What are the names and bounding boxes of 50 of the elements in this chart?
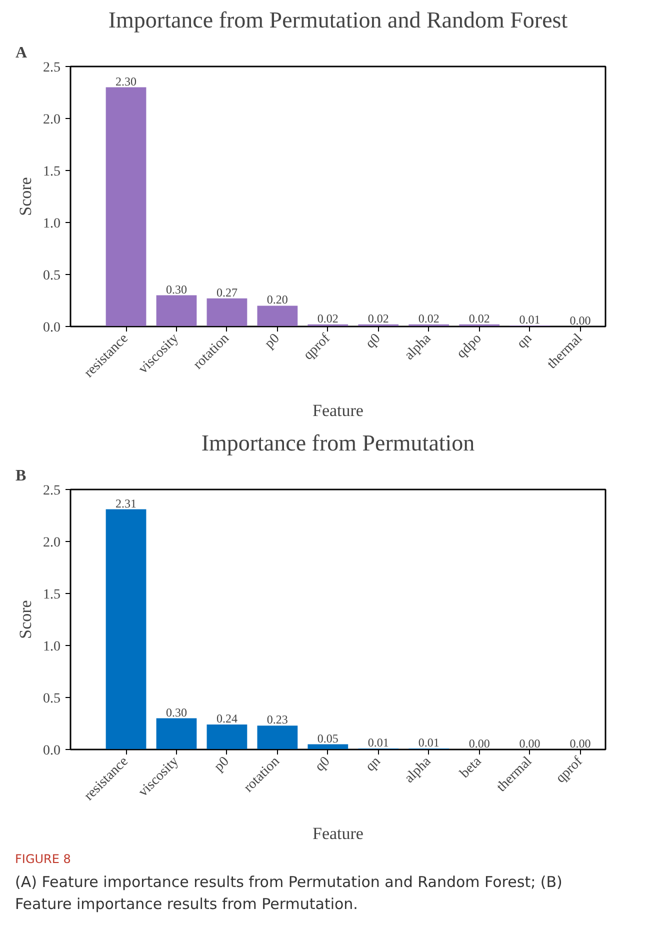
data-label: 0.02	[418, 311, 440, 326]
text: (A) Feature importance results from Permutation and Random Forest; (B) Feature importance results from Permutation.	[15, 872, 564, 915]
text: B	[16, 468, 26, 484]
x-tick-label: p0	[262, 331, 283, 352]
data-label: 0.23	[266, 712, 288, 727]
x-tick-label: qdpo	[454, 331, 485, 362]
data-label: 0.01	[368, 735, 389, 750]
y-tick-label: 0.0	[43, 320, 60, 336]
y-tick-label: 1.5	[43, 588, 60, 602]
data-label: 0.24	[216, 712, 238, 726]
data-label: 0.02	[317, 311, 338, 326]
x-tick-label: beta	[458, 754, 486, 782]
y-tick-label: 1.0	[43, 640, 60, 654]
data-label: 2.30	[116, 74, 137, 88]
x-tick-label: p0	[212, 754, 232, 775]
x-tick-label: q0	[312, 754, 334, 775]
data-label: 0.00	[570, 314, 591, 328]
y-tick-label: 2.5	[43, 484, 60, 498]
data-label: 0.30	[166, 705, 187, 720]
data-label: 0.27	[216, 285, 238, 300]
x-tick-label: qn	[363, 754, 384, 775]
y-tick-label: 2.0	[43, 112, 60, 128]
data-label: 0.05	[317, 731, 338, 746]
y-tick-label: 0.5	[43, 268, 60, 284]
caption: FIGURE 8	[15, 851, 72, 868]
y-tick-label: 0.5	[43, 692, 60, 706]
text: A	[16, 44, 28, 62]
y-tick-label: 1.0	[43, 216, 60, 232]
data-label: 2.31	[116, 496, 137, 510]
data-label: 0.00	[468, 736, 490, 750]
data-label: 0.02	[468, 311, 490, 326]
y-tick-label: 1.5	[43, 164, 60, 180]
x-axis-title: Feature	[312, 824, 364, 844]
data-label: 0.01	[418, 735, 440, 750]
y-axis-title: Score	[16, 600, 35, 639]
data-label: 0.30	[166, 282, 187, 296]
data-label: 0.00	[570, 736, 591, 750]
x-tick-label: q0	[363, 331, 384, 352]
data-label: 0.20	[266, 292, 288, 307]
data-label: 0.00	[519, 736, 540, 750]
y-tick-label: 2.0	[43, 536, 60, 550]
y-tick-label: 0.0	[43, 744, 60, 758]
y-axis-title: Score	[16, 177, 35, 216]
chart-title: Importance from Permutation	[201, 430, 476, 456]
x-axis-title: Feature	[312, 401, 364, 420]
data-label: 0.02	[368, 311, 389, 326]
chart-title: Importance from Permutation and Random Forest	[108, 8, 568, 32]
x-tick-label: qn	[514, 331, 536, 352]
y-tick-label: 2.5	[43, 60, 60, 76]
data-label: 0.01	[519, 312, 540, 326]
